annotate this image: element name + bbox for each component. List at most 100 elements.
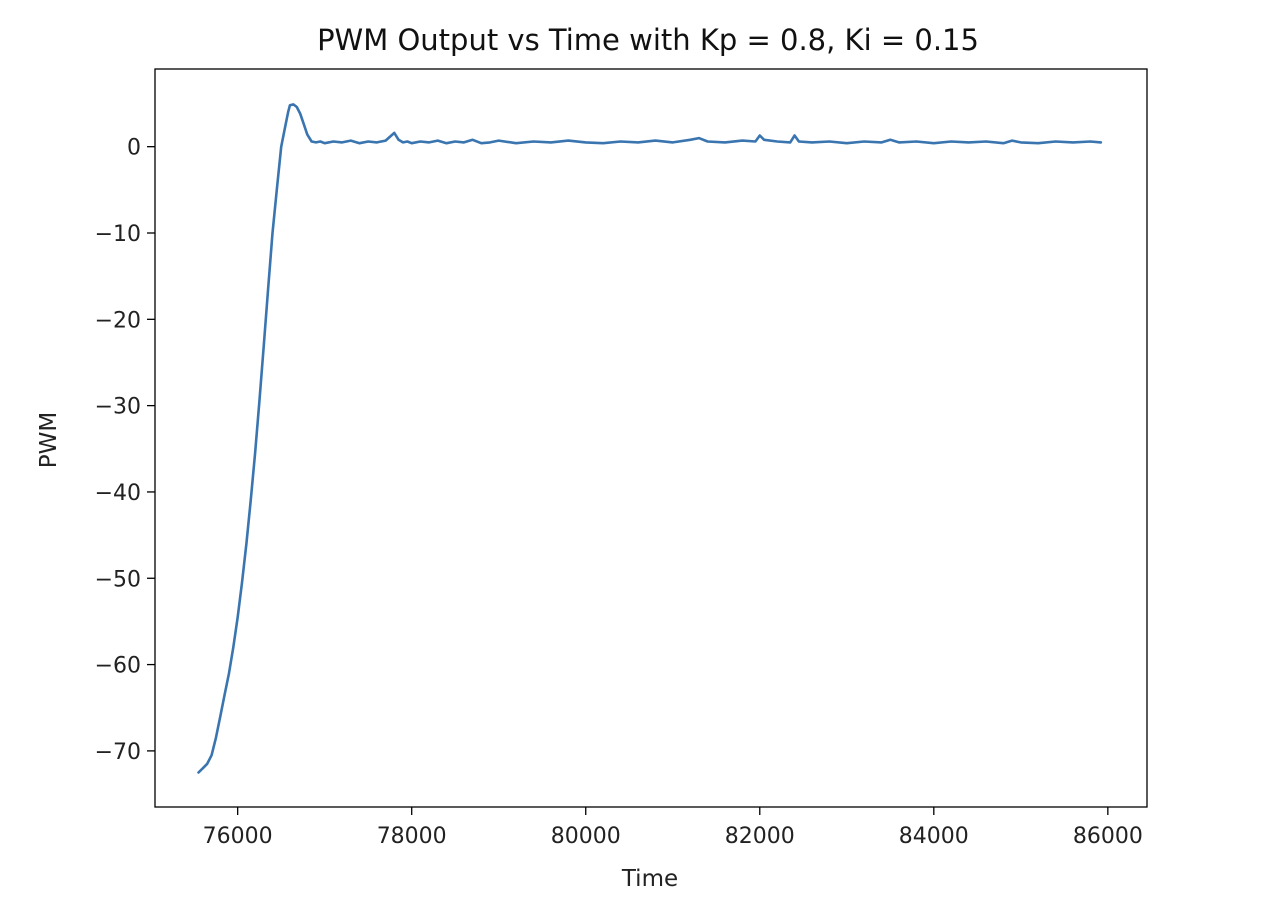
data-point xyxy=(463,141,465,144)
data-point xyxy=(602,142,604,145)
data-point xyxy=(637,141,639,144)
data-point xyxy=(654,139,657,142)
data-point xyxy=(1054,140,1057,143)
data-point xyxy=(480,142,483,145)
data-point xyxy=(241,581,243,584)
data-point xyxy=(284,124,287,126)
data-point xyxy=(289,104,291,107)
data-point xyxy=(497,139,500,142)
y-tick-label: −20 xyxy=(95,308,141,333)
data-point xyxy=(206,762,209,765)
data-point xyxy=(295,106,298,108)
data-point xyxy=(319,140,322,143)
data-point xyxy=(349,139,352,142)
data-point xyxy=(741,139,744,142)
x-tick-label: 82000 xyxy=(725,824,795,849)
data-point xyxy=(384,139,387,142)
data-point xyxy=(210,754,213,757)
data-point xyxy=(689,138,692,141)
x-tick-label: 76000 xyxy=(203,824,273,849)
y-tick-label: −50 xyxy=(95,567,141,592)
data-point xyxy=(275,188,278,191)
data-point xyxy=(310,140,313,143)
data-point xyxy=(445,142,448,145)
data-point xyxy=(763,138,765,141)
data-point xyxy=(228,672,230,675)
data-point xyxy=(367,140,370,143)
data-point xyxy=(550,141,552,144)
data-point xyxy=(754,140,757,143)
data-point xyxy=(197,771,200,774)
data-point xyxy=(1019,141,1022,144)
x-tick-label: 80000 xyxy=(551,824,621,849)
data-point xyxy=(471,138,474,141)
data-point xyxy=(584,141,587,144)
data-point xyxy=(863,140,866,143)
data-point xyxy=(232,646,235,649)
data-point xyxy=(254,452,256,454)
data-point xyxy=(262,344,265,347)
data-point xyxy=(898,141,900,144)
y-tick-label: −40 xyxy=(95,481,141,506)
data-point xyxy=(299,113,302,115)
data-point xyxy=(393,132,396,134)
data-point xyxy=(967,141,970,144)
y-tick-label: 0 xyxy=(127,136,141,161)
data-point xyxy=(793,134,796,137)
data-point xyxy=(724,141,726,144)
data-point xyxy=(419,140,422,143)
data-point xyxy=(406,140,409,143)
data-point xyxy=(1011,139,1013,142)
data-point xyxy=(985,140,987,143)
data-point xyxy=(202,767,204,770)
data-point xyxy=(880,141,883,144)
x-tick-label: 86000 xyxy=(1073,824,1143,849)
y-tick-label: −70 xyxy=(95,740,141,765)
data-point xyxy=(798,140,800,143)
data-point xyxy=(315,141,317,144)
data-point xyxy=(402,141,404,144)
data-point xyxy=(1037,142,1040,145)
data-point xyxy=(789,141,792,144)
data-point xyxy=(845,142,848,145)
y-tick-label: −10 xyxy=(95,222,141,247)
data-point xyxy=(287,111,289,114)
y-tick-label: −30 xyxy=(95,395,141,420)
y-axis-label: PWM xyxy=(36,412,62,468)
data-point xyxy=(341,141,343,144)
data-point xyxy=(245,542,248,545)
data-point xyxy=(698,137,700,140)
data-point xyxy=(758,134,761,137)
data-point xyxy=(358,142,361,145)
data-point xyxy=(258,400,261,403)
x-axis-label: Time xyxy=(621,866,678,892)
data-point xyxy=(280,145,283,148)
data-point xyxy=(567,139,570,142)
data-point xyxy=(454,140,457,143)
data-point xyxy=(215,737,217,739)
data-point xyxy=(436,139,439,142)
data-point xyxy=(267,288,269,290)
data-point xyxy=(811,141,813,144)
data-point xyxy=(515,142,517,145)
plot-area xyxy=(154,68,1148,808)
data-point xyxy=(1100,141,1102,144)
data-point xyxy=(532,140,535,143)
data-point xyxy=(236,616,239,618)
data-point xyxy=(249,499,252,502)
data-point xyxy=(428,141,430,144)
data-point xyxy=(302,123,305,126)
data-point xyxy=(932,142,935,145)
data-point xyxy=(323,142,326,145)
y-tick-label: −60 xyxy=(95,654,141,679)
data-point xyxy=(219,715,222,718)
y-axis: 0 −10 −20 −30 −40 −50 −60 −70 xyxy=(95,136,155,765)
data-point xyxy=(776,140,779,143)
x-axis: 76000 78000 80000 82000 84000 86000 xyxy=(203,807,1143,849)
data-point xyxy=(489,141,491,144)
data-point xyxy=(397,138,400,141)
chart-title: PWM Output vs Time with Kp = 0.8, Ki = 0… xyxy=(317,23,979,57)
x-tick-label: 78000 xyxy=(377,824,447,849)
